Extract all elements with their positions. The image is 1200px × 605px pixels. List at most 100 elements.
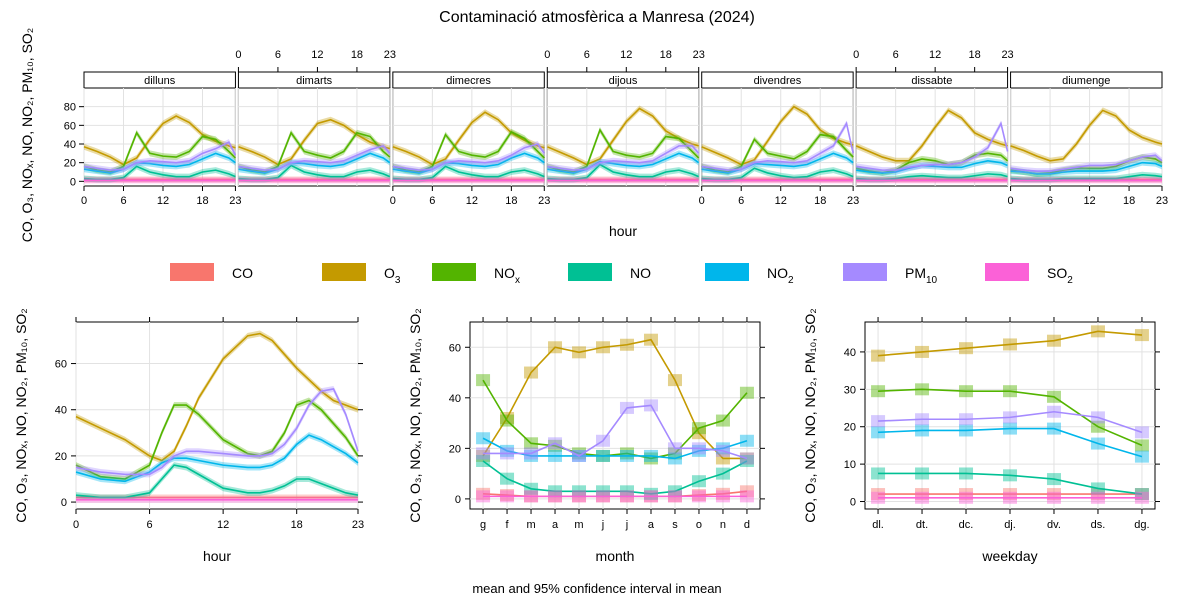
x-tick-label: d <box>744 519 750 531</box>
series-NO-line <box>856 173 1008 181</box>
plot-area <box>75 321 359 510</box>
x-tick-label: j <box>625 519 628 531</box>
x-tick-label: n <box>720 519 726 531</box>
series-NO2-ci-box <box>1090 437 1105 450</box>
x-tick-label: 6 <box>584 49 590 61</box>
series-NO2-ci-box <box>1003 422 1017 435</box>
x-tick-label: 18 <box>814 195 826 207</box>
y-tick-label: 20 <box>844 422 856 434</box>
x-tick-label: 18 <box>196 195 208 207</box>
series-PM10-ci-box <box>500 447 515 460</box>
footnote: mean and 95% confidence interval in mean <box>472 581 721 596</box>
facet-dimarts: dimarts 0 6 12 18 23 <box>235 49 396 187</box>
series-PM10-line <box>483 404 748 460</box>
series-O3-ci-box <box>959 342 974 355</box>
series-NO-ci-box <box>691 475 706 488</box>
legend-swatch <box>432 263 476 281</box>
x-tick-label: s <box>672 519 678 531</box>
series-CO-ci-box <box>739 485 754 498</box>
series-O3-ci-box <box>1046 334 1061 347</box>
legend-label-sub: x <box>515 275 520 286</box>
series-O3-ci-box <box>619 338 634 351</box>
series-O3-ci-box <box>1090 325 1105 338</box>
series-NO-ci-box <box>1090 482 1105 495</box>
series-NO-ci-box <box>667 485 682 498</box>
legend-item-NO2: NO2 <box>705 263 794 286</box>
series-NO2-ci-box <box>619 449 634 462</box>
series-NO2-ci-box <box>871 426 886 439</box>
facet-dimecres: dimecres 0 6 12 18 23 <box>390 71 550 207</box>
x-tick-label: 0 <box>73 519 79 531</box>
x-tick-label: 0 <box>853 49 859 61</box>
series-O3-ci-band <box>856 107 1008 164</box>
series-NO-ci-box <box>871 467 886 480</box>
series-NO-line <box>878 472 1143 495</box>
series-NOx-ci-box <box>1046 390 1061 403</box>
y-tick-label: 10 <box>844 459 856 471</box>
legend-swatch <box>322 263 366 281</box>
x-tick-label: 12 <box>217 519 229 531</box>
legend-swatch <box>170 263 214 281</box>
y-tick-label: 0 <box>455 494 461 506</box>
series-PM10-line <box>75 388 359 476</box>
series-PM10-ci-box <box>1046 405 1061 418</box>
series-NO-line <box>701 167 854 181</box>
legend-label-base: O <box>384 265 395 281</box>
series-SO2-ci-box <box>959 491 974 504</box>
x-tick-label: g <box>480 519 486 531</box>
x-tick-label: 23 <box>384 49 396 61</box>
y-tick-label: 20 <box>55 451 67 463</box>
y-tick-label: 80 <box>64 102 76 114</box>
x-tick-label: 0 <box>1008 195 1014 207</box>
series-O3-ci-box <box>596 341 611 354</box>
series-NO2-line <box>856 159 1008 174</box>
y-tick-label: 40 <box>449 393 461 405</box>
series-NO2-line <box>75 434 359 483</box>
x-axis-label: month <box>596 548 635 564</box>
month-panel: g f m a m j j a s o n d 0 20 40 60 month CO, O₃, NOₓ, NO,… <box>407 308 765 564</box>
x-tick-label: 6 <box>275 49 281 61</box>
x-tick-label: 23 <box>847 195 859 207</box>
series-O3-line <box>877 330 1143 357</box>
x-tick-label: 6 <box>1047 195 1053 207</box>
x-tick-label: 6 <box>738 195 744 207</box>
x-axis-label: hour <box>609 223 637 239</box>
series-PM10-ci-box <box>619 401 634 414</box>
x-tick-label: dj. <box>1004 519 1016 531</box>
series-NO-ci-band <box>76 462 358 501</box>
series-O3-line <box>392 111 545 166</box>
series-O3-ci-box <box>524 366 539 379</box>
legend-label-sub: 2 <box>1067 275 1073 286</box>
legend-label: NOx <box>494 265 520 286</box>
facet-plot-area <box>1010 87 1163 187</box>
series-PM10-ci-box <box>871 415 886 428</box>
x-tick-label: 0 <box>699 195 705 207</box>
facet-strip-label: dimecres <box>446 75 491 87</box>
series-NO-ci-box <box>915 467 930 480</box>
series-SO2-ci-box <box>476 490 491 503</box>
x-tick-label: 0 <box>390 195 396 207</box>
series-O3-line <box>83 115 236 166</box>
series-NO-ci-box <box>1003 469 1017 482</box>
series-PM10-ci-box <box>667 442 682 455</box>
x-tick-label: dg. <box>1134 519 1149 531</box>
series-O3-line <box>701 105 854 166</box>
series-PM10-ci-box <box>476 447 491 460</box>
series-O3-ci-box <box>715 452 730 465</box>
x-tick-label: dc. <box>959 519 974 531</box>
x-tick-label: 23 <box>693 49 705 61</box>
series-PM10-ci-band <box>392 141 545 174</box>
x-tick-label: 23 <box>1156 195 1168 207</box>
legend-label: SO2 <box>1047 265 1073 286</box>
series-SO2-ci-box <box>739 490 754 503</box>
series-SO2-ci-box <box>667 490 682 503</box>
series-NOx-line <box>392 130 545 173</box>
series-CO-ci-box <box>500 489 515 502</box>
series-NO2-ci-box <box>643 449 658 462</box>
series-NOx-ci-box <box>915 383 930 396</box>
series-NOx-ci-box <box>959 385 974 398</box>
series-SO2-ci-box <box>1090 491 1105 504</box>
series-NOx-ci-box <box>548 439 563 452</box>
x-tick-label: dv. <box>1047 519 1061 531</box>
legend-item-NOx: NOx <box>432 263 520 286</box>
